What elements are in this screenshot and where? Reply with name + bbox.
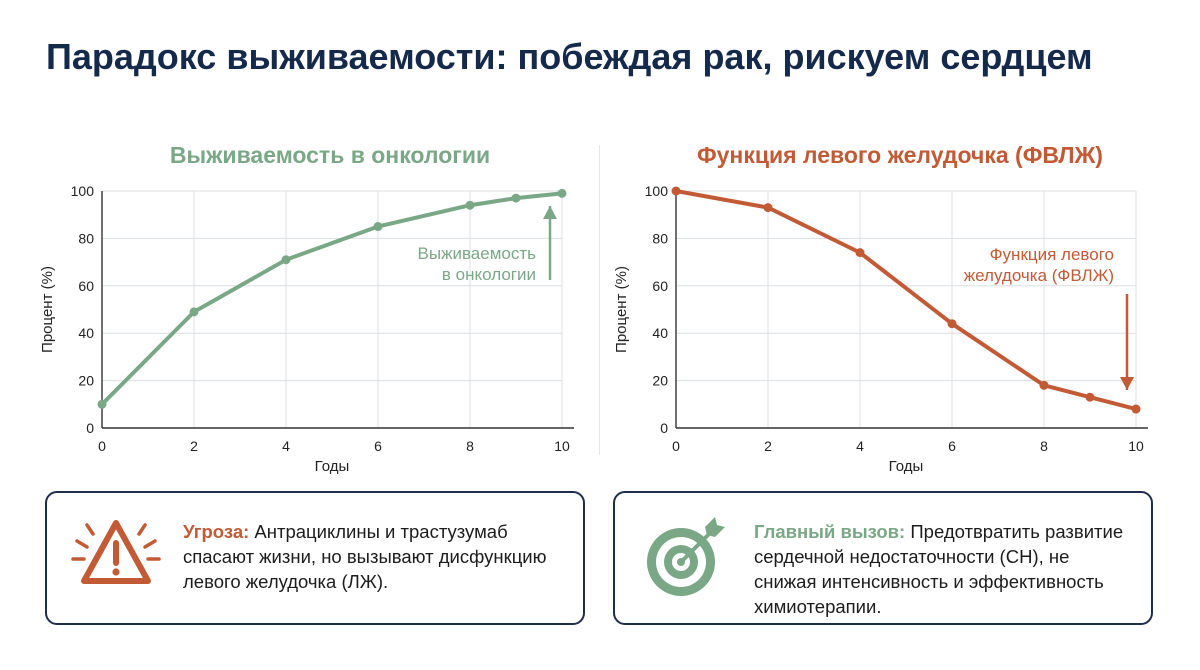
data-point — [97, 399, 107, 409]
threat-card: Угроза: Антрациклины и трастузумаб спаса… — [45, 491, 585, 625]
chart-divider — [599, 145, 600, 455]
y-tick-label: 20 — [652, 373, 668, 389]
chart-title-lvef: Функция левого желудочка (ФВЛЖ) — [697, 142, 1103, 168]
data-point — [947, 319, 957, 329]
y-tick-label: 0 — [660, 420, 668, 436]
y-tick-label: 100 — [645, 183, 669, 199]
annotation-arrow-head — [1120, 377, 1134, 390]
data-point — [763, 203, 773, 213]
x-axis-label: Годы — [889, 458, 924, 475]
y-tick-label: 40 — [78, 325, 94, 341]
y-tick-label: 80 — [652, 230, 668, 246]
data-point — [511, 193, 521, 203]
challenge-text: Главный вызов: Предотвратить развитие се… — [754, 519, 1134, 619]
series-line — [100, 191, 564, 407]
x-tick-label: 0 — [98, 438, 106, 454]
y-tick-label: 100 — [71, 183, 95, 199]
threat-text: Угроза: Антрациклины и трастузумаб спаса… — [183, 519, 563, 594]
series-line — [674, 189, 1138, 412]
threat-body: Антрациклины и трастузумаб спасают жизни… — [183, 521, 547, 592]
x-tick-label: 8 — [1040, 438, 1048, 454]
threat-lead: Угроза: — [183, 521, 250, 542]
x-tick-label: 0 — [672, 438, 680, 454]
data-point — [1131, 404, 1141, 414]
y-axis-label: Процент (%) — [39, 266, 56, 353]
target-arrow-icon — [647, 517, 725, 596]
x-tick-label: 6 — [948, 438, 956, 454]
x-tick-label: 2 — [764, 438, 772, 454]
warning-triangle-icon — [71, 520, 161, 584]
data-point — [1039, 380, 1049, 390]
y-tick-label: 20 — [78, 373, 94, 389]
chart-title-survival: Выживаемость в онкологии — [169, 142, 491, 168]
x-tick-label: 4 — [282, 438, 290, 454]
data-point — [1085, 392, 1095, 402]
y-tick-label: 60 — [652, 278, 668, 294]
data-point — [189, 307, 199, 317]
y-tick-label: 60 — [78, 278, 94, 294]
y-axis-label: Процент (%) — [613, 266, 630, 353]
challenge-lead: Главный вызов: — [754, 521, 906, 542]
page-title: Парадокс выживаемости: побеждая рак, рис… — [46, 36, 1093, 77]
data-point — [465, 200, 475, 210]
data-point — [671, 186, 681, 196]
x-axis-label: Годы — [315, 458, 350, 475]
challenge-card: Главный вызов: Предотвратить развитие се… — [613, 491, 1153, 625]
data-point — [855, 248, 865, 258]
x-tick-label: 10 — [554, 438, 570, 454]
annotation-text: в онкологии — [442, 265, 536, 284]
x-tick-label: 6 — [374, 438, 382, 454]
annotation-arrow-head — [543, 206, 557, 219]
data-point — [281, 255, 291, 265]
challenge-body: Предотвратить развитие сердечной недоста… — [754, 521, 1124, 617]
data-point — [557, 188, 567, 198]
x-tick-label: 8 — [466, 438, 474, 454]
x-tick-label: 4 — [856, 438, 864, 454]
y-tick-label: 80 — [78, 230, 94, 246]
y-tick-label: 40 — [652, 325, 668, 341]
data-point — [373, 222, 383, 232]
annotation-text: Выживаемость — [418, 244, 537, 263]
x-tick-label: 10 — [1128, 438, 1144, 454]
annotation-text: желудочка (ФВЛЖ) — [964, 266, 1114, 285]
annotation-text: Функция левого — [990, 245, 1114, 264]
x-tick-label: 2 — [190, 438, 198, 454]
y-tick-label: 0 — [86, 420, 94, 436]
